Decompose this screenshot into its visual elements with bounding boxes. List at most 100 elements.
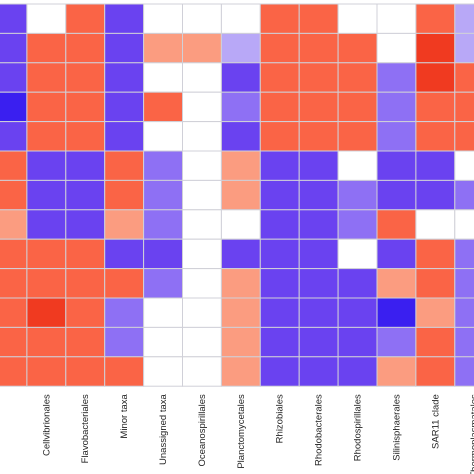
heatmap-cell [376,91,417,123]
heatmap-cell [415,91,456,123]
heatmap-cell [298,32,339,64]
heatmap-cell [104,179,145,211]
heatmap-cell [0,3,28,34]
heatmap-cell [0,209,28,240]
heatmap-cell [259,238,300,270]
heatmap-cell [454,268,474,299]
heatmap-cell [376,179,417,211]
heatmap-cell [454,297,474,328]
heatmap-cell [454,209,474,240]
heatmap-cell [337,62,378,93]
heatmap-cell [220,179,261,211]
column-label: Planctomycetales [236,394,247,469]
column-label: Thermoplasmatales [469,394,474,474]
heatmap-cell [220,121,261,152]
heatmap-cell [337,238,378,270]
heatmap-cell [65,238,106,270]
heatmap-cell [376,32,417,64]
heatmap-cell [26,150,67,181]
heatmap-cell [298,238,339,270]
heatmap-cell [104,297,145,328]
heatmap-cell [26,209,67,240]
heatmap-cell [65,121,106,152]
heatmap-cell [376,121,417,152]
heatmap-cell [0,356,28,387]
heatmap-cell [65,62,106,93]
heatmap-cell [415,209,456,240]
heatmap-cell [259,150,300,181]
heatmap-cell [182,209,222,240]
heatmap-cell [454,121,474,152]
heatmap-cell [0,121,28,152]
heatmap-cell [415,3,456,34]
heatmap-cell [0,238,28,270]
heatmap-cell [337,268,378,299]
heatmap-cell [454,62,474,93]
heatmap-cell [104,91,145,123]
heatmap-cell [415,150,456,181]
heatmap-cell [65,356,106,387]
heatmap-cell [415,32,456,64]
heatmap-cell [220,356,261,387]
heatmap-cell [259,91,300,123]
heatmap-cell [143,91,184,123]
heatmap-cell [376,297,417,328]
heatmap-cell [26,297,67,328]
heatmap-cell [65,268,106,299]
heatmap-cell [259,62,300,93]
column-label: Unassigned taxa [158,393,169,464]
heatmap-cell [376,238,417,270]
heatmap-cell [415,326,456,358]
heatmap-cell [65,3,106,34]
heatmap-cell [26,62,67,93]
column-label: Cellvibrionales [41,394,52,456]
heatmap-cell [259,32,300,64]
column-label: Silinisphaerales [391,394,402,461]
heatmap-cell [65,32,106,64]
heatmap-cell [220,268,261,299]
heatmap-cell [259,297,300,328]
heatmap-cell [26,268,67,299]
heatmap-cell [259,179,300,211]
heatmap-cell [143,238,184,270]
heatmap-cell [182,297,222,328]
heatmap-cell [143,326,184,358]
heatmap-cell [0,91,28,123]
heatmap-cell [65,326,106,358]
heatmap-cell [220,91,261,123]
heatmap-cell [0,32,28,64]
heatmap-cell [182,91,222,123]
heatmap-cell [415,268,456,299]
heatmap-cell [337,356,378,387]
heatmap-cell [220,238,261,270]
heatmap-cell [104,32,145,64]
heatmap-cell [26,32,67,64]
heatmap-cell [182,179,222,211]
heatmap-cell [182,121,222,152]
heatmap-cell [337,121,378,152]
heatmap-cell [376,209,417,240]
heatmap-cell [298,179,339,211]
heatmap-cell [376,62,417,93]
heatmap-cell [376,326,417,358]
heatmap-cell [220,150,261,181]
heatmap-cell [376,3,417,34]
heatmap-cell [104,356,145,387]
heatmap-cell [104,268,145,299]
heatmap-cell [298,62,339,93]
heatmap-cell [26,326,67,358]
column-label: Rhodospirillales [353,394,364,461]
heatmap-cell [337,326,378,358]
heatmap-cell [415,62,456,93]
heatmap-cell [454,326,474,358]
heatmap-cell [259,209,300,240]
heatmap-cell [337,179,378,211]
heatmap-cell [143,179,184,211]
heatmap-cell [337,297,378,328]
heatmap-cell [104,121,145,152]
heatmap-cell [65,297,106,328]
heatmap-cell [26,3,67,34]
heatmap-cell [454,179,474,211]
heatmap-cell [104,209,145,240]
